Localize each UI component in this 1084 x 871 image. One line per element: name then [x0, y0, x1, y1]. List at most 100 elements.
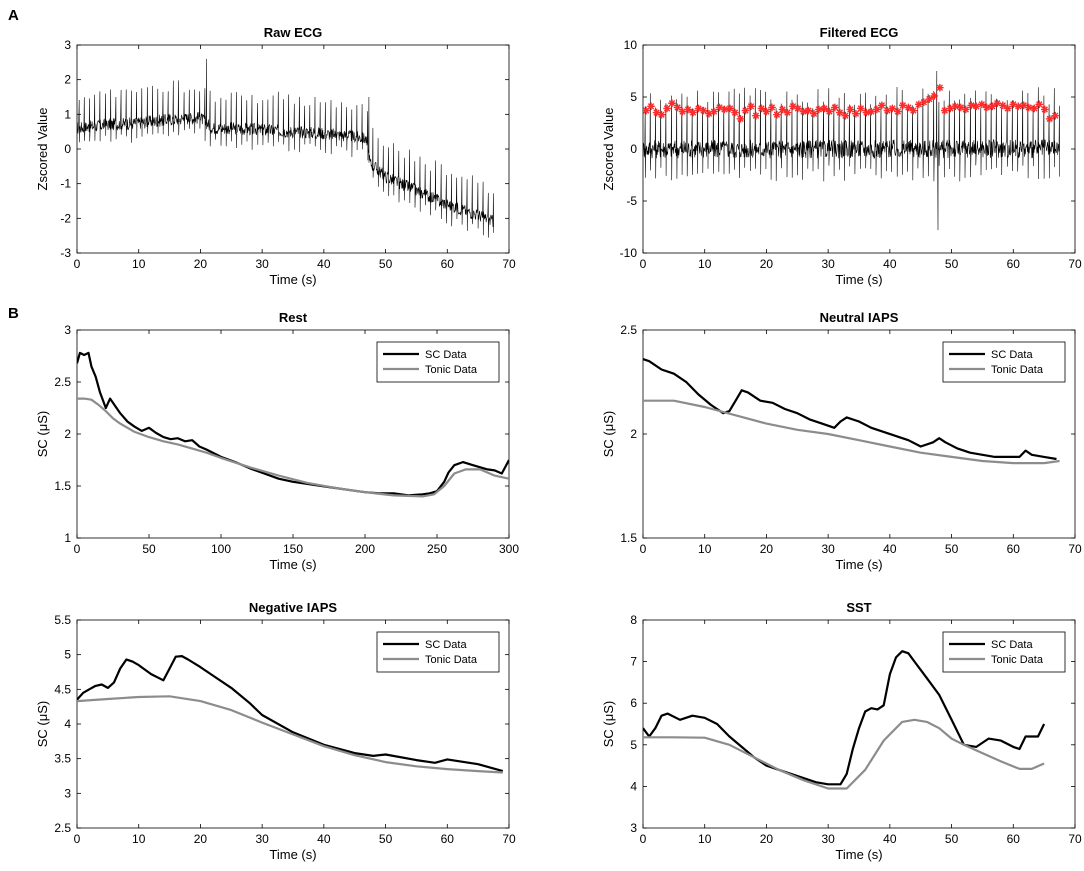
y-tick-label: 2 — [64, 73, 71, 87]
x-axis-label: Time (s) — [269, 847, 316, 862]
x-tick-label: 50 — [945, 832, 959, 846]
x-tick-label: 20 — [194, 832, 208, 846]
r-peak-marker — [804, 106, 813, 115]
legend-label: Tonic Data — [991, 364, 1044, 376]
x-tick-label: 20 — [194, 257, 208, 271]
x-tick-label: 10 — [132, 257, 146, 271]
y-tick-label: 5 — [64, 648, 71, 662]
r-peak-marker — [899, 101, 907, 110]
chart-title: Rest — [279, 310, 308, 325]
r-peak-marker — [768, 103, 776, 112]
r-peak-marker — [689, 108, 697, 117]
y-tick-label: 1 — [64, 531, 71, 545]
r-peak-marker — [873, 105, 881, 114]
legend-label: SC Data — [425, 639, 467, 651]
panel-label-b: B — [8, 305, 19, 322]
x-tick-label: 0 — [640, 832, 647, 846]
r-peak-marker — [678, 107, 687, 116]
x-tick-label: 0 — [74, 832, 81, 846]
y-tick-label: -1 — [60, 177, 71, 191]
x-tick-label: 250 — [427, 542, 447, 556]
x-tick-label: 0 — [74, 542, 81, 556]
r-peak-marker — [894, 107, 902, 116]
y-tick-label: 2 — [630, 427, 637, 441]
plot-area — [77, 655, 504, 774]
y-tick-label: 8 — [630, 613, 637, 627]
plot-area — [643, 358, 1060, 465]
r-peak-marker — [904, 103, 913, 112]
y-tick-label: -3 — [60, 246, 71, 260]
r-peak-marker — [925, 95, 934, 103]
r-peak-marker — [799, 107, 808, 116]
legend-label: Tonic Data — [991, 654, 1044, 666]
x-tick-label: 20 — [760, 542, 774, 556]
x-tick-label: 10 — [698, 542, 712, 556]
x-tick-label: 50 — [379, 257, 393, 271]
chart-title: Raw ECG — [264, 25, 323, 40]
x-tick-label: 10 — [698, 257, 712, 271]
r-peak-marker — [1045, 115, 1054, 123]
x-tick-label: 30 — [821, 832, 835, 846]
chart-sst: 0 10 20 30 40 50 60 70 3 4 5 6 7 8 SST Time (s) SC (μS) S… — [601, 600, 1082, 862]
x-axis-label: Time (s) — [835, 272, 882, 287]
x-axis-label: Time (s) — [835, 557, 882, 572]
y-tick-label: 2.5 — [54, 375, 71, 389]
x-tick-label: 30 — [255, 832, 269, 846]
x-tick-label: 70 — [1068, 832, 1082, 846]
r-peak-marker — [773, 110, 781, 119]
r-peak-marker — [967, 101, 976, 110]
x-axis-label: Time (s) — [835, 847, 882, 862]
r-peak-marker — [789, 102, 797, 111]
r-peak-marker — [940, 106, 949, 115]
legend: SC Data Tonic Data — [942, 341, 1066, 383]
r-peak-marker — [857, 104, 865, 113]
r-peak-marker — [978, 100, 986, 109]
r-peak-marker — [747, 102, 755, 111]
r-peak-marker — [1040, 105, 1049, 114]
legend-box — [942, 631, 1066, 673]
x-tick-label: 20 — [760, 257, 774, 271]
y-tick-label: 3 — [64, 323, 71, 337]
r-peak-marker — [909, 106, 918, 115]
plot-area — [77, 58, 494, 238]
r-peak-marker — [657, 110, 666, 119]
y-tick-label: 10 — [624, 38, 638, 52]
y-tick-label: 3 — [64, 786, 71, 800]
y-axis-label: SC (μS) — [35, 411, 50, 458]
r-peak-marker — [684, 105, 692, 114]
legend-label: Tonic Data — [425, 654, 478, 666]
r-peak-marker — [1014, 102, 1023, 111]
r-peak-marker — [1051, 111, 1060, 120]
plot-frame — [76, 44, 510, 254]
r-peak-marker — [825, 107, 834, 116]
y-tick-label: 5 — [630, 738, 637, 752]
x-tick-label: 300 — [499, 542, 519, 556]
x-tick-label: 40 — [883, 257, 897, 271]
y-tick-label: 2 — [64, 427, 71, 441]
r-peak-marker — [1019, 101, 1028, 110]
y-tick-label: 1.5 — [54, 479, 71, 493]
y-tick-label: 3 — [630, 821, 637, 835]
r-peak-marker — [778, 105, 787, 114]
x-tick-label: 60 — [1007, 832, 1021, 846]
r-peak-marker — [841, 111, 850, 120]
x-tick-label: 20 — [760, 832, 774, 846]
y-tick-label: 4 — [630, 779, 637, 793]
r-peak-marker — [736, 115, 745, 123]
x-tick-label: 200 — [355, 542, 375, 556]
x-tick-label: 100 — [211, 542, 231, 556]
r-peak-marker — [846, 105, 855, 114]
r-peak-marker — [831, 103, 839, 112]
series-line-sc-data — [643, 650, 1046, 786]
r-peak-marker — [957, 103, 965, 112]
r-peak-marker — [783, 108, 792, 117]
chart-filtered-ecg: 0 10 20 30 40 50 60 70 -10 -5 0 5 10 Filtered ECG Time… — [601, 25, 1082, 287]
r-peak-marker — [752, 111, 760, 120]
y-tick-label: -5 — [626, 194, 637, 208]
series-line-tonic-data — [77, 397, 509, 498]
chart-title: Negative IAPS — [249, 600, 337, 615]
r-peak-marker — [883, 106, 892, 115]
legend-box — [376, 341, 500, 383]
r-peak-marker — [673, 103, 682, 112]
